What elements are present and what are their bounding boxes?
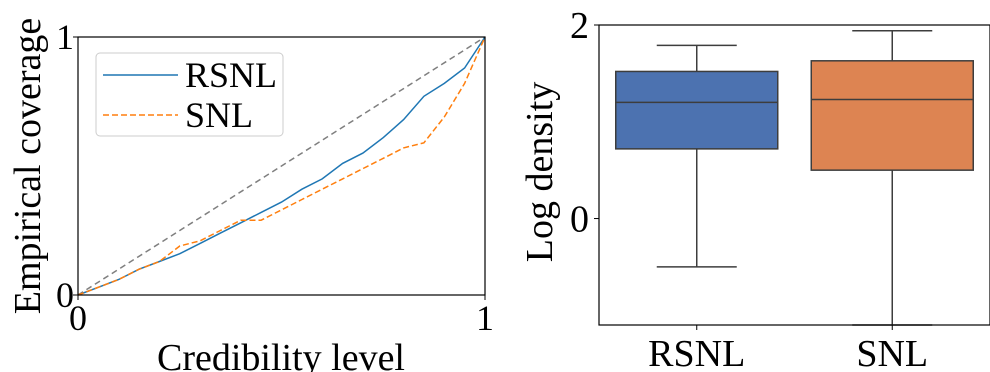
coverage-x-tick-label: 1 [476,298,494,338]
boxplot-y-tick-label: 2 [570,5,589,47]
series-line-snl [77,36,486,296]
diagonal-reference-line [77,36,486,296]
coverage-ticks: 0 1 0 1 [56,17,494,338]
boxplot-x-tick-label: SNL [856,333,928,372]
legend-label-snl: SNL [185,95,253,135]
coverage-y-tick-label: 1 [56,17,74,57]
coverage-y-tick-label: 0 [56,275,74,315]
boxplot-area [615,30,974,326]
log-density-boxplot: RSNL SNL 0 2 Log density [519,5,990,372]
coverage-legend: RSNL SNL [95,52,284,137]
coverage-x-tick-label: 0 [69,298,87,338]
boxplot-ticks: RSNL SNL 0 2 [570,5,928,372]
legend-label-rsnl: RSNL [185,55,277,95]
coverage-axes-frame [77,36,486,296]
box-snl [810,60,974,171]
coverage-plot-area [77,36,486,296]
boxplot-y-tick-label: 0 [570,199,589,241]
boxplot-y-axis-label: Log density [519,82,561,262]
coverage-x-axis-label: Credibility level [157,337,405,372]
coverage-y-axis-label: Empirical coverage [7,18,49,314]
coverage-chart: 0 1 0 1 Credibility level Empirical coverag… [7,17,494,372]
box-rsnl [615,70,779,150]
boxplot-x-tick-label: RSNL [648,333,745,372]
boxplot-axes-frame [598,24,990,326]
